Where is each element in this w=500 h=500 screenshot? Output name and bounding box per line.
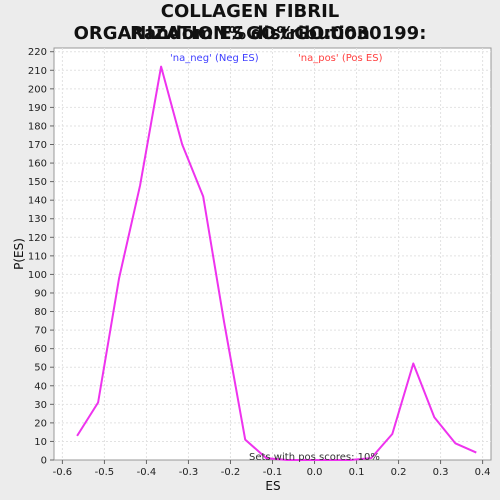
grid-lines <box>54 48 491 460</box>
y-tick-label: 160 <box>28 159 47 170</box>
series-line <box>76 65 477 461</box>
y-tick-label: 40 <box>34 381 47 392</box>
x-axis-label: ES <box>265 479 280 493</box>
y-tick-label: 200 <box>28 84 47 95</box>
y-tick-label: 130 <box>28 214 47 225</box>
y-axis-label: P(ES) <box>12 238 26 270</box>
y-axis-ticks: 0 10 20 30 40 50 60 70 80 90 100 110 120 130 140 150 160… <box>28 47 54 467</box>
legend-pos-label: 'na_pos' (Pos ES) <box>298 53 383 64</box>
y-tick-label: 170 <box>28 140 47 151</box>
x-tick-label: -0.3 <box>179 467 199 478</box>
y-tick-label: 30 <box>34 400 47 411</box>
x-tick-label: -0.1 <box>263 467 283 478</box>
y-tick-label: 60 <box>34 344 47 355</box>
y-tick-label: 20 <box>34 418 47 429</box>
annotation-pos-scores: Sets with pos scores: 10% <box>249 452 380 463</box>
y-tick-label: 90 <box>34 288 47 299</box>
x-tick-label: 0.2 <box>391 467 407 478</box>
series-layer <box>76 65 477 461</box>
x-tick-label: 0.0 <box>307 467 323 478</box>
y-tick-label: 190 <box>28 103 47 114</box>
y-tick-label: 180 <box>28 121 47 132</box>
x-tick-label: -0.2 <box>221 467 241 478</box>
y-tick-label: 100 <box>28 270 47 281</box>
y-tick-label: 210 <box>28 66 47 77</box>
x-tick-label: 0.3 <box>433 467 449 478</box>
y-tick-label: 150 <box>28 177 47 188</box>
y-tick-label: 0 <box>41 456 47 467</box>
chart-title-line-2: Random ES distribution <box>130 23 370 44</box>
legend-neg-label: 'na_neg' (Neg ES) <box>170 53 259 64</box>
y-tick-label: 80 <box>34 307 47 318</box>
x-axis-ticks: -0.6 -0.5 -0.4 -0.3 -0.2 -0.1 0.0 0.1 0.2 0.3 0.4 <box>53 460 491 478</box>
y-tick-label: 50 <box>34 363 47 374</box>
chart-title-line-1: COLLAGEN FIBRIL ORGANIZATION%GO%GO:00301… <box>73 1 427 44</box>
y-tick-label: 220 <box>28 47 47 58</box>
y-tick-label: 70 <box>34 326 47 337</box>
y-tick-label: 140 <box>28 196 47 207</box>
y-tick-label: 110 <box>28 251 47 262</box>
x-tick-label: -0.5 <box>95 467 115 478</box>
x-tick-label: -0.6 <box>53 467 73 478</box>
y-tick-label: 120 <box>28 233 47 244</box>
x-tick-label: -0.4 <box>137 467 157 478</box>
x-tick-label: 0.1 <box>349 467 365 478</box>
x-tick-label: 0.4 <box>475 467 491 478</box>
y-tick-label: 10 <box>34 437 47 448</box>
